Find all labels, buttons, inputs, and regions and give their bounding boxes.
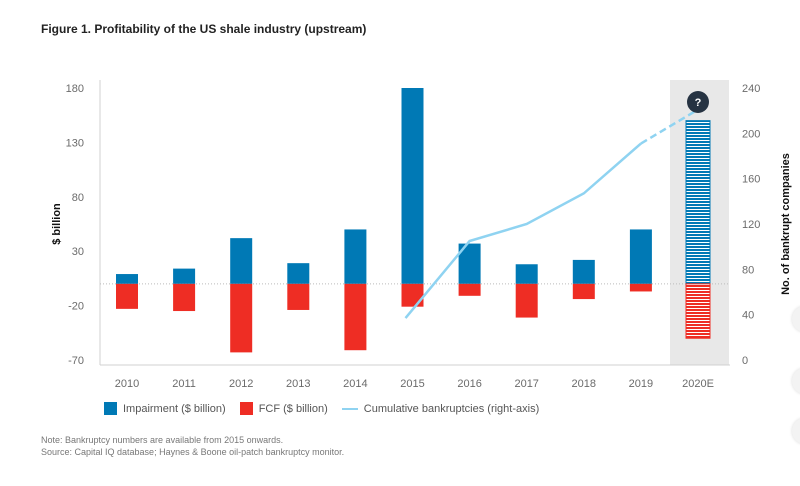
impairment-bar [344, 229, 367, 284]
x-tick-label: 2012 [229, 378, 253, 390]
bankruptcies-line-projected [640, 108, 699, 145]
y2-tick-label: 40 [742, 310, 754, 322]
question-marker: ? [687, 91, 709, 113]
legend-item-fcf: FCF ($ billion) [239, 402, 328, 415]
y2-tick-label: 240 [742, 83, 760, 95]
notes: Note: Bankruptcy numbers are available f… [41, 434, 344, 458]
y-tick-label: 30 [72, 246, 84, 258]
y-tick-label: -70 [68, 355, 84, 367]
x-tick-label: 2013 [286, 378, 310, 390]
legend-swatch-fcf [239, 402, 253, 415]
source-text: Source: Capital IQ database; Haynes & Bo… [41, 447, 345, 457]
impairment-bar [401, 88, 424, 284]
x-tick-label: 2011 [172, 378, 196, 390]
fcf-bar [458, 283, 481, 296]
impairment-bar [230, 238, 253, 284]
fcf-bar [230, 283, 253, 353]
impairment-bar [287, 263, 310, 284]
impairment-bar [685, 120, 711, 285]
y-tick-label: 180 [66, 83, 84, 95]
legend-swatch-bankruptcies [341, 407, 358, 410]
legend-item-bankruptcies: Cumulative bankruptcies (right-axis) [341, 402, 540, 415]
impairment-bar [458, 243, 481, 284]
side-button[interactable] [792, 418, 800, 444]
legend-label-fcf: FCF ($ billion) [258, 402, 328, 415]
impairment-bar [515, 264, 538, 284]
impairment-bar [629, 229, 652, 284]
x-tick-label: 2014 [343, 378, 367, 390]
x-tick-label: 2020E [682, 378, 714, 390]
x-tick-label: 2019 [629, 378, 653, 390]
legend-label-bankruptcies: Cumulative bankruptcies (right-axis) [363, 402, 540, 415]
x-tick-label: 2017 [514, 378, 538, 390]
impairment-bar [173, 268, 196, 284]
x-tick-label: 2016 [457, 378, 481, 390]
side-button[interactable] [792, 306, 800, 332]
x-tick-label: 2018 [572, 378, 596, 390]
y2-tick-label: 160 [742, 174, 760, 186]
y-tick-label: 80 [72, 192, 84, 204]
side-button[interactable] [792, 368, 800, 394]
legend: Impairment ($ billion) FCF ($ billion) C… [104, 402, 553, 415]
note-text: Note: Bankruptcy numbers are available f… [41, 435, 284, 445]
legend-label-impairment: Impairment ($ billion) [123, 402, 226, 415]
legend-swatch-impairment [104, 402, 117, 415]
impairment-bar [572, 259, 595, 284]
fcf-bar [287, 283, 310, 310]
fcf-bar [173, 283, 196, 312]
fcf-bar [401, 283, 424, 307]
question-mark: ? [695, 97, 702, 109]
y2-axis-label: No. of bankrupt companies [780, 153, 792, 295]
x-tick-label: 2010 [115, 378, 139, 390]
y2-tick-label: 80 [742, 264, 754, 276]
fcf-bar [116, 283, 138, 309]
question-circle-icon [687, 91, 709, 113]
legend-item-impairment: Impairment ($ billion) [104, 402, 226, 415]
y-axis-label: $ billion [51, 203, 63, 245]
fcf-bar [572, 283, 595, 300]
fcf-bar [629, 283, 652, 292]
impairment-bar [116, 274, 138, 284]
y-tick-label: -20 [68, 301, 84, 313]
chart-title: Figure 1. Profitability of the US shale … [41, 22, 367, 36]
y2-tick-label: 0 [742, 355, 748, 367]
y2-tick-label: 200 [742, 128, 760, 140]
fcf-bar [685, 283, 711, 339]
x-tick-label: 2015 [400, 378, 424, 390]
fcf-bar [515, 283, 538, 318]
y2-tick-label: 120 [742, 219, 760, 231]
fcf-bar [344, 283, 367, 351]
y-tick-label: 130 [66, 137, 84, 149]
